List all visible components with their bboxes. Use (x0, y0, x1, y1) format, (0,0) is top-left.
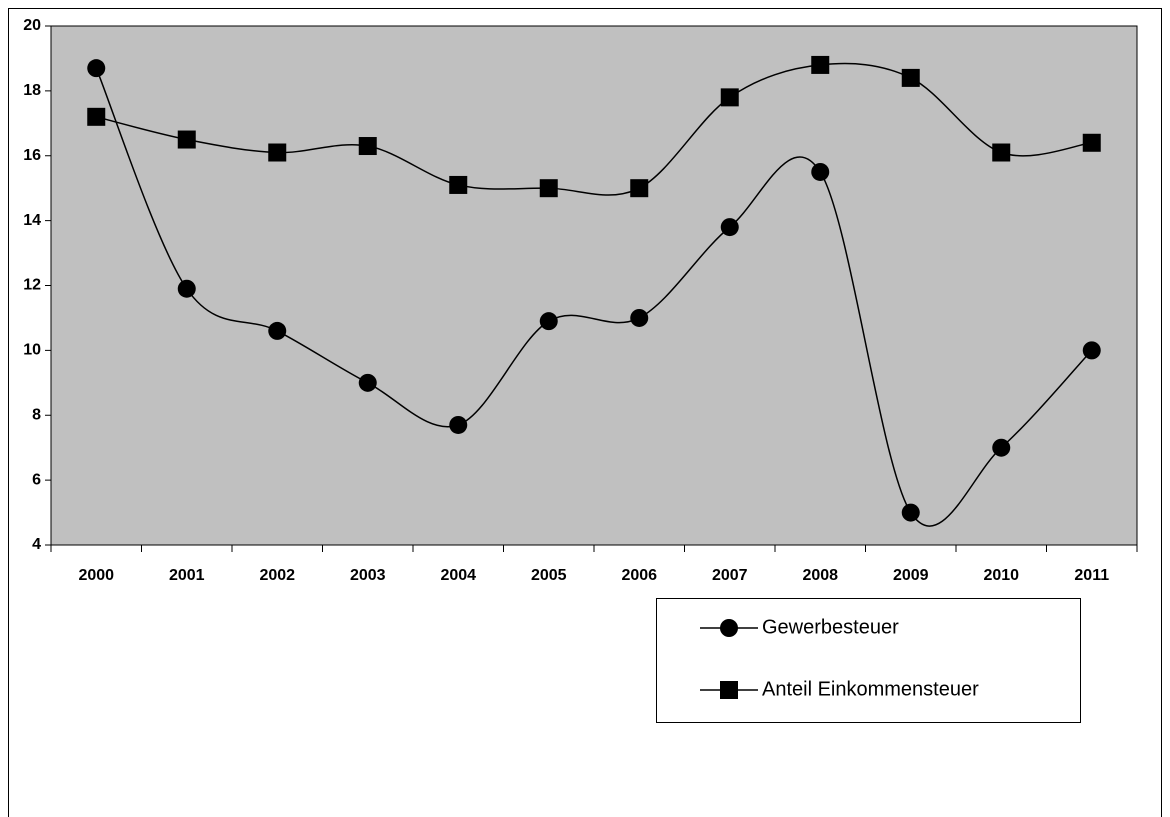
data-point (811, 162, 830, 181)
data-point (1082, 341, 1101, 360)
data-point (1082, 133, 1101, 152)
data-point (358, 373, 377, 392)
legend-marker (720, 681, 738, 699)
x-tick-label: 2003 (350, 567, 386, 584)
x-tick-label: 2001 (169, 567, 205, 584)
y-tick-label: 18 (23, 82, 41, 99)
data-point (992, 143, 1011, 162)
x-tick-label: 2006 (621, 567, 657, 584)
x-tick-label: 2004 (440, 567, 476, 584)
data-point (268, 321, 287, 340)
series-line (95, 67, 1093, 527)
legend-marker (720, 619, 738, 637)
x-tick-label: 2007 (712, 567, 748, 584)
data-point (449, 415, 468, 434)
legend-label: Gewerbesteuer (762, 616, 899, 638)
data-point (87, 107, 106, 126)
data-point (992, 438, 1011, 457)
data-point (630, 179, 649, 198)
data-point (539, 179, 558, 198)
data-point (811, 55, 830, 74)
data-point (630, 308, 649, 327)
y-tick-label: 10 (23, 342, 41, 359)
y-tick-label: 8 (32, 406, 41, 423)
y-tick-label: 4 (32, 536, 41, 553)
x-tick-label: 2000 (78, 567, 114, 584)
y-tick-label: 16 (23, 147, 41, 164)
data-point (539, 312, 558, 331)
data-point (901, 68, 920, 87)
data-point (901, 503, 920, 522)
x-tick-label: 2002 (259, 567, 295, 584)
x-tick-label: 2005 (531, 567, 567, 584)
x-tick-label: 2009 (893, 567, 929, 584)
data-point (177, 130, 196, 149)
data-point (720, 88, 739, 107)
data-point (358, 137, 377, 156)
data-point (87, 59, 106, 78)
data-point (268, 143, 287, 162)
data-point (720, 218, 739, 237)
y-tick-label: 14 (23, 212, 41, 229)
x-tick-label: 2011 (1074, 567, 1109, 584)
plot-area (50, 25, 1138, 546)
x-tick-label: 2008 (802, 567, 838, 584)
legend-box (656, 598, 1081, 723)
y-tick-label: 20 (23, 17, 41, 34)
data-point (177, 279, 196, 298)
x-tick-label: 2010 (983, 567, 1019, 584)
y-tick-label: 12 (23, 277, 41, 294)
data-point (449, 175, 468, 194)
y-tick-label: 6 (32, 471, 41, 488)
legend-label: Anteil Einkommensteuer (762, 678, 979, 700)
